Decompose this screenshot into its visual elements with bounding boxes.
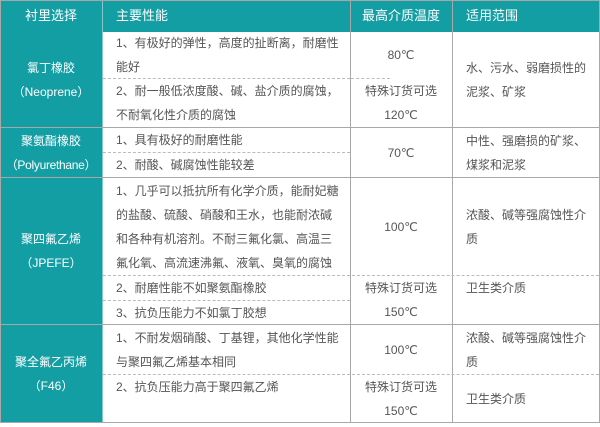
- material-polyurethane: 聚氨酯橡胶 （Polyurethane）: [0, 128, 102, 177]
- divider: [103, 275, 599, 276]
- temp-cell: 80℃: [387, 48, 415, 62]
- text-line: 120℃: [384, 107, 418, 122]
- material-name: 聚四氟乙烯: [20, 232, 81, 246]
- property-cell: 2、抗负压能力高于聚四氟乙烯: [116, 380, 279, 394]
- text-line: 泥浆、矿浆: [466, 84, 527, 99]
- text-line: 水、污水、弱磨损性的: [466, 60, 587, 75]
- header-properties: 主要性能: [102, 0, 350, 32]
- text-line: 质: [466, 231, 479, 246]
- text-line: 质: [466, 354, 479, 369]
- text-line: 氟化氧、高流速沸氟、液氧、臭氧的腐蚀: [116, 255, 333, 270]
- text-line: 特殊订货可选: [364, 83, 437, 98]
- material-code: （Polyurethane）: [5, 157, 97, 172]
- material-name: 聚氨酯橡胶: [20, 133, 81, 148]
- divider: [351, 78, 390, 79]
- text-line: 特殊订货可选: [364, 379, 437, 394]
- material-code: （F46）: [28, 378, 74, 393]
- property-cell: 1、几乎可以抵抗所有化学介质，能耐妃糖 的盐酸、硫酸、硝酸和王水，也能耐浓碱 和各种…: [102, 178, 350, 275]
- scope-cell: 卫生类介质: [466, 391, 527, 406]
- divider: [103, 78, 350, 79]
- temp-cell: 特殊订货可选 150℃: [350, 276, 452, 324]
- header-scope: 适用范围: [452, 0, 600, 32]
- text-line: 150℃: [384, 403, 418, 418]
- border: [350, 0, 351, 423]
- text-line: 浓酸、碱等强腐蚀性介: [466, 207, 587, 222]
- text-line: 1、有极好的弹性，高度的扯断离，耐磨性: [116, 36, 339, 50]
- material-f46: 聚全氟乙丙烯 （F46）: [0, 325, 102, 422]
- temp-cell: 100℃: [384, 219, 418, 234]
- property-cell: 2、耐酸、碱腐蚀性能较差: [116, 158, 255, 172]
- property-cell: 2、耐一般低浓度酸、碱、盐介质的腐蚀， 不耐氧化性介质的腐蚀: [102, 78, 350, 127]
- border: [0, 422, 600, 423]
- temp-cell: 特殊订货可选 120℃: [350, 78, 452, 127]
- scope-cell: 中性、强磨损的矿浆、 煤浆和泥浆: [452, 128, 600, 177]
- property-cell: 1、不耐发烟硝酸、丁基锂，其他化学性能 与聚四氟乙烯基本相同: [102, 325, 350, 374]
- property-cell: 1、具有极好的耐磨性能: [116, 133, 243, 147]
- border: [452, 0, 453, 423]
- header-max-temp: 最高介质温度: [350, 0, 452, 32]
- divider: [103, 152, 350, 153]
- material-ptfe: 聚四氟乙烯 （JPEFE）: [0, 178, 102, 324]
- text-line: 1、几乎可以抵抗所有化学介质，能耐妃糖: [116, 183, 339, 198]
- header-lining: 衬里选择: [0, 0, 102, 32]
- border: [0, 0, 600, 1]
- material-code: （Neoprene）: [12, 84, 90, 99]
- text-line: 煤浆和泥浆: [466, 157, 527, 172]
- material-code: （JPEFE）: [20, 256, 82, 270]
- scope-cell: 浓酸、碱等强腐蚀性介质: [452, 178, 600, 275]
- scope-cell: 浓酸、碱等强腐蚀性介质: [452, 325, 600, 374]
- text-line: 不耐氧化性介质的腐蚀: [116, 107, 237, 122]
- temp-cell: 100℃: [384, 342, 418, 357]
- material-name: 氯丁橡胶: [26, 60, 75, 75]
- text-line: 2、耐一般低浓度酸、碱、盐介质的腐蚀，: [116, 83, 339, 98]
- material-name: 聚全氟乙丙烯: [14, 354, 87, 369]
- text-line: 和各种有机溶剂。不耐三氟化氯、高温三: [116, 231, 333, 246]
- text-line: 特殊订货可选: [364, 281, 437, 295]
- text-line: 中性、强磨损的矿浆、: [466, 133, 587, 148]
- border: [0, 177, 600, 178]
- scope-cell: 卫生类介质: [466, 281, 527, 295]
- material-neoprene: 氯丁橡胶 （Neoprene）: [0, 32, 102, 127]
- property-cell: 3、抗负压能力不如氯丁胶想: [116, 305, 267, 320]
- text-line: 150℃: [384, 305, 418, 319]
- scope-cell: 水、污水、弱磨损性的 泥浆、矿浆: [452, 32, 600, 127]
- border: [0, 0, 1, 423]
- divider: [103, 374, 599, 375]
- temp-cell: 70℃: [387, 145, 415, 160]
- text-line: 1、不耐发烟硝酸、丁基锂，其他化学性能: [116, 330, 339, 345]
- property-cell: 1、有极好的弹性，高度的扯断离，耐磨性 能好: [102, 32, 350, 78]
- border: [0, 127, 600, 128]
- text-line: 浓酸、碱等强腐蚀性介: [466, 330, 587, 345]
- text-line: 与聚四氟乙烯基本相同: [116, 354, 237, 369]
- text-line: 的盐酸、硫酸、硝酸和王水，也能耐浓碱: [116, 207, 333, 222]
- temp-cell: 特殊订货可选 150℃: [350, 375, 452, 422]
- border: [0, 324, 600, 325]
- divider: [103, 300, 350, 301]
- property-cell: 2、耐磨性能不如聚氨酯橡胶: [116, 281, 267, 295]
- border: [102, 0, 103, 423]
- text-line: 能好: [116, 60, 141, 74]
